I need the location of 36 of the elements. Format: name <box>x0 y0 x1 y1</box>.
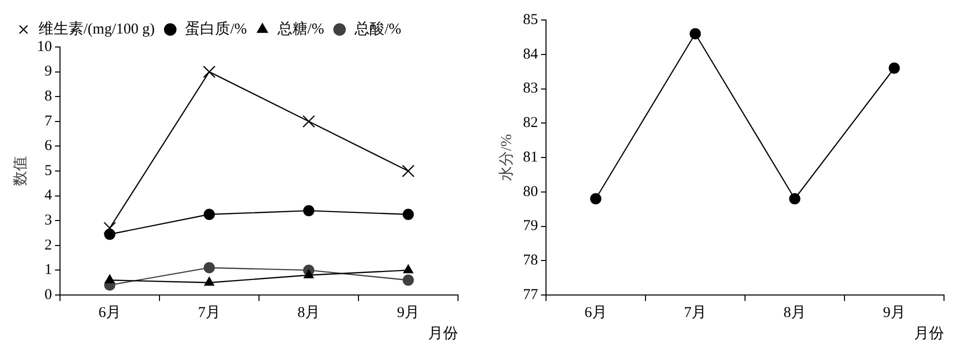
y-tick-label: 79 <box>523 218 538 234</box>
y-tick-label: 10 <box>37 38 52 55</box>
x-tick-label: 7月 <box>684 304 706 321</box>
x-tick-label: 9月 <box>883 304 906 321</box>
x-tick-label: 6月 <box>98 304 121 321</box>
y-tick-label: 84 <box>523 46 538 62</box>
y-tick-label: 77 <box>523 286 538 303</box>
y-tick-label: 85 <box>523 12 538 28</box>
legend-label: 维生素/(mg/100 g) <box>38 20 155 38</box>
x-tick-label: 8月 <box>298 304 320 321</box>
y-tick-label: 82 <box>523 115 538 132</box>
y-tick-label: 2 <box>44 237 52 254</box>
y-tick-label: 0 <box>44 286 52 303</box>
y-axis-title: 水分/% <box>498 134 515 181</box>
legend-label: 总糖/% <box>276 20 324 38</box>
legend-label: 总酸/% <box>354 20 402 38</box>
x-tick-label: 9月 <box>397 304 420 321</box>
x-axis-title: 月份 <box>428 326 458 342</box>
x-axis-title: 月份 <box>914 326 944 342</box>
y-tick-label: 81 <box>523 149 538 166</box>
y-tick-label: 8 <box>44 88 52 105</box>
y-axis-title: 数值 <box>12 156 29 186</box>
y-tick-label: 1 <box>44 262 52 278</box>
y-tick-label: 6 <box>44 138 52 154</box>
y-tick-label: 83 <box>523 80 538 97</box>
y-tick-label: 5 <box>44 162 52 179</box>
y-tick-label: 7 <box>44 113 52 130</box>
y-tick-label: 3 <box>44 212 52 229</box>
y-tick-label: 80 <box>523 184 538 200</box>
y-tick-label: 78 <box>523 252 538 269</box>
x-tick-label: 6月 <box>584 304 607 321</box>
y-tick-label: 9 <box>44 64 52 80</box>
x-tick-label: 8月 <box>784 304 806 321</box>
x-tick-label: 7月 <box>198 304 220 321</box>
legend-label: 蛋白质/% <box>185 20 247 38</box>
y-tick-label: 4 <box>44 188 52 204</box>
